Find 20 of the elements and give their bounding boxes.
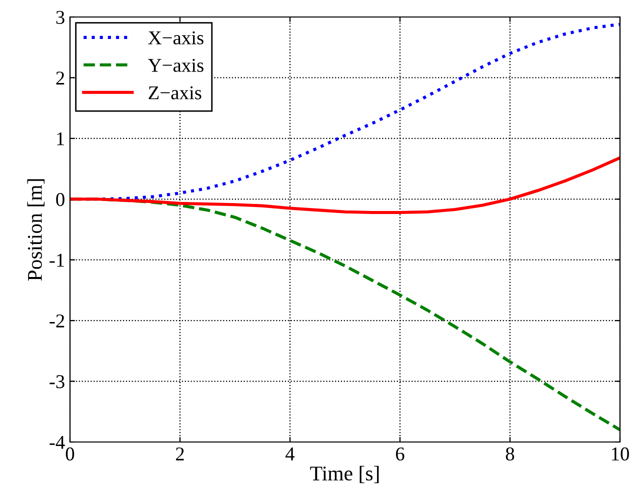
legend-label: Z−axis [148,86,202,100]
y-tick-label: -2 [50,314,64,328]
y-tick-label: 0 [56,192,64,206]
legend-label: Y−axis [148,58,204,72]
x-axis-title: Time [s] [310,466,379,484]
y-tick-label: -3 [50,375,64,388]
x-tick-label: 8 [506,447,514,461]
x-tick-label: 0 [66,447,74,461]
x-tick-label: 10 [612,447,629,461]
x-tick-label: 4 [286,448,295,460]
y-tick-label: -4 [50,436,65,449]
x-tick-label: 2 [176,447,184,460]
y-tick-label: -1 [50,254,64,267]
x-tick-label: 6 [396,447,404,461]
legend-label: X−axis [148,31,204,44]
y-tick-label: 3 [56,10,64,24]
y-tick-label: 1 [57,132,64,146]
line-series [70,156,620,214]
y-tick-label: 2 [56,72,64,84]
y-axis-title: Position [m] [27,179,45,281]
